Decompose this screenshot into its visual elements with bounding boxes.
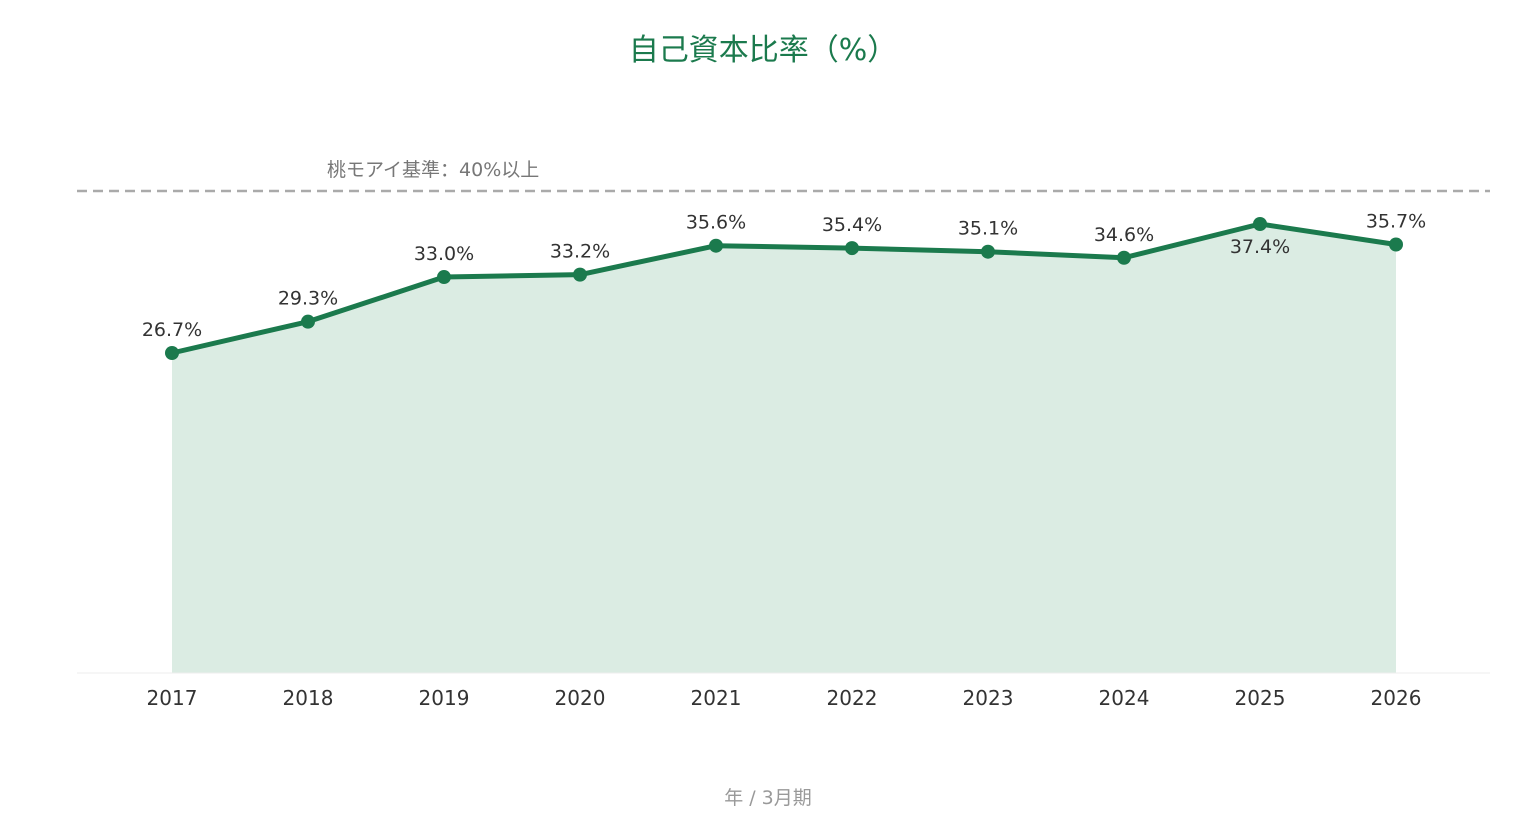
- data-label: 35.4%: [822, 214, 882, 236]
- chart-title: 自己資本比率（%）: [629, 33, 898, 68]
- data-point: [709, 238, 723, 253]
- data-point: [437, 270, 451, 285]
- data-label: 35.7%: [1366, 210, 1426, 232]
- data-point: [573, 267, 587, 282]
- points-layer: [165, 217, 1403, 360]
- x-tick-label: 2024: [1099, 686, 1150, 710]
- x-axis-title: 年 / 3月期: [724, 787, 812, 809]
- x-tick-label: 2021: [691, 686, 742, 710]
- data-label: 34.6%: [1094, 224, 1154, 246]
- x-tick-label: 2017: [147, 686, 198, 710]
- data-labels: 26.7% 29.3% 33.0% 33.2% 35.6% 35.4% 35.1% 34.6%…: [142, 210, 1426, 341]
- data-label: 37.4%: [1230, 236, 1290, 258]
- area-fill: [172, 224, 1396, 673]
- area-layer: [172, 224, 1396, 673]
- data-point: [981, 244, 995, 259]
- line-layer: [169, 221, 1399, 356]
- x-tick-label: 2023: [963, 686, 1014, 710]
- data-point: [845, 241, 859, 256]
- x-tick-label: 2022: [827, 686, 878, 710]
- x-tick-label: 2019: [419, 686, 470, 710]
- x-tick-label: 2025: [1235, 686, 1286, 710]
- x-tick-label: 2018: [283, 686, 334, 710]
- data-label: 26.7%: [142, 319, 202, 341]
- data-point: [1117, 250, 1131, 265]
- data-label: 29.3%: [278, 288, 338, 310]
- data-point: [301, 314, 315, 329]
- x-tick-label: 2020: [555, 686, 606, 710]
- data-label: 35.1%: [958, 218, 1018, 240]
- data-label: 35.6%: [686, 212, 746, 234]
- reference-layer: 桃モアイ基準：40%以上: [77, 159, 1490, 193]
- reference-label: 桃モアイ基準：40%以上: [327, 159, 539, 181]
- data-label: 33.2%: [550, 241, 610, 263]
- x-tick-label: 2026: [1371, 686, 1422, 710]
- data-point: [165, 346, 179, 360]
- x-tick-labels: 2017 2018 2019 2020 2021 2022 2023 2024 2025 2026: [147, 686, 1422, 710]
- data-label: 33.0%: [414, 243, 474, 265]
- data-point: [1253, 217, 1267, 231]
- series-line: [169, 221, 1399, 356]
- data-point: [1389, 237, 1403, 252]
